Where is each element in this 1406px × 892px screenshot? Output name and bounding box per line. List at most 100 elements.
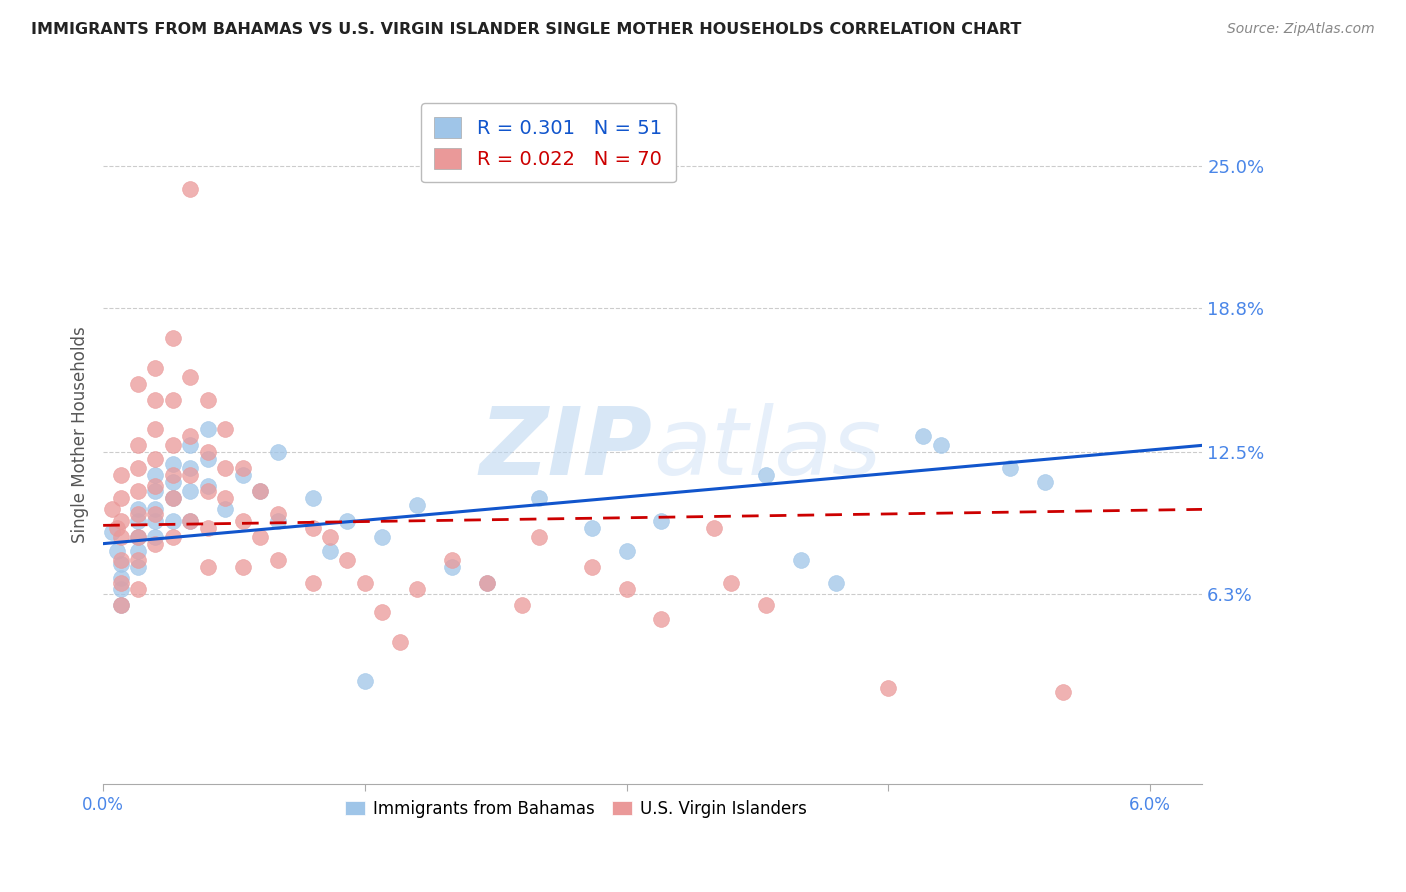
Point: [353, 673, 375, 688]
Point: [162, 457, 184, 471]
Point: [127, 376, 149, 391]
Point: [581, 559, 603, 574]
Point: [877, 681, 900, 695]
Point: [162, 514, 184, 528]
Point: [790, 552, 813, 566]
Point: [105, 521, 128, 535]
Point: [319, 543, 342, 558]
Point: [162, 491, 184, 505]
Point: [266, 445, 288, 459]
Point: [249, 530, 271, 544]
Point: [475, 575, 498, 590]
Point: [145, 507, 167, 521]
Point: [127, 582, 149, 597]
Point: [162, 392, 184, 407]
Point: [249, 484, 271, 499]
Point: [179, 438, 201, 452]
Point: [197, 392, 219, 407]
Point: [145, 452, 167, 467]
Point: [179, 514, 201, 528]
Point: [127, 530, 149, 544]
Point: [162, 491, 184, 505]
Point: [179, 429, 201, 443]
Point: [162, 331, 184, 345]
Point: [110, 582, 132, 597]
Text: ZIP: ZIP: [479, 403, 652, 495]
Point: [101, 525, 124, 540]
Point: [127, 514, 149, 528]
Point: [179, 484, 201, 499]
Point: [127, 530, 149, 544]
Point: [371, 530, 394, 544]
Point: [214, 461, 236, 475]
Point: [529, 491, 551, 505]
Point: [197, 479, 219, 493]
Point: [145, 536, 167, 550]
Point: [371, 605, 394, 619]
Point: [266, 507, 288, 521]
Point: [145, 514, 167, 528]
Point: [1052, 685, 1074, 699]
Point: [110, 552, 132, 566]
Point: [179, 182, 201, 196]
Point: [214, 491, 236, 505]
Point: [301, 575, 323, 590]
Point: [127, 552, 149, 566]
Point: [145, 484, 167, 499]
Point: [101, 502, 124, 516]
Point: [105, 543, 128, 558]
Point: [336, 514, 359, 528]
Point: [912, 429, 935, 443]
Point: [127, 461, 149, 475]
Point: [145, 392, 167, 407]
Point: [127, 502, 149, 516]
Point: [127, 507, 149, 521]
Point: [510, 599, 533, 613]
Point: [127, 484, 149, 499]
Point: [214, 422, 236, 436]
Point: [703, 521, 725, 535]
Point: [232, 559, 254, 574]
Point: [162, 530, 184, 544]
Point: [110, 599, 132, 613]
Point: [616, 543, 638, 558]
Point: [110, 491, 132, 505]
Point: [301, 491, 323, 505]
Point: [110, 575, 132, 590]
Point: [232, 461, 254, 475]
Point: [214, 502, 236, 516]
Point: [145, 530, 167, 544]
Point: [127, 543, 149, 558]
Point: [197, 521, 219, 535]
Point: [581, 521, 603, 535]
Point: [650, 514, 672, 528]
Point: [232, 468, 254, 483]
Point: [301, 521, 323, 535]
Point: [179, 468, 201, 483]
Point: [162, 468, 184, 483]
Point: [110, 571, 132, 585]
Point: [249, 484, 271, 499]
Point: [145, 422, 167, 436]
Point: [441, 552, 464, 566]
Point: [110, 558, 132, 572]
Point: [110, 514, 132, 528]
Point: [441, 559, 464, 574]
Point: [197, 445, 219, 459]
Point: [266, 514, 288, 528]
Point: [929, 438, 952, 452]
Point: [110, 468, 132, 483]
Point: [755, 468, 778, 483]
Point: [197, 484, 219, 499]
Point: [145, 502, 167, 516]
Point: [406, 498, 429, 512]
Point: [162, 438, 184, 452]
Point: [388, 635, 411, 649]
Y-axis label: Single Mother Households: Single Mother Households: [72, 326, 89, 543]
Point: [475, 575, 498, 590]
Point: [162, 475, 184, 489]
Point: [336, 552, 359, 566]
Point: [266, 552, 288, 566]
Point: [145, 360, 167, 375]
Point: [616, 582, 638, 597]
